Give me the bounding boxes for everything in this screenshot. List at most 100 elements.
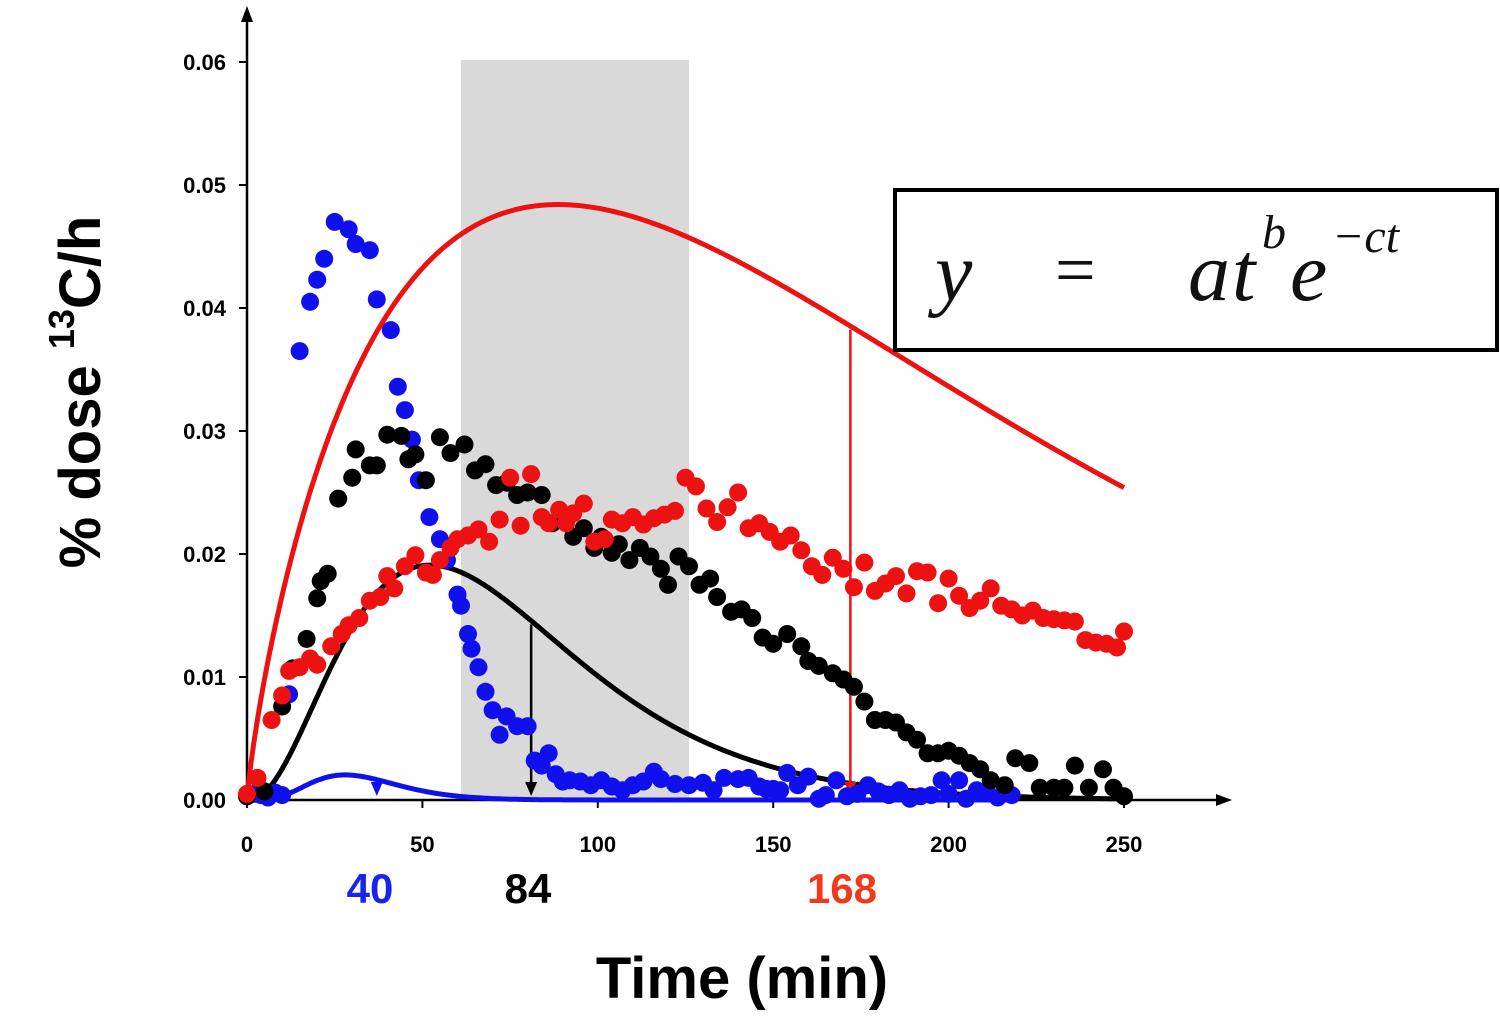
black-data-point	[855, 692, 874, 711]
red-data-point	[718, 498, 737, 517]
red-data-point	[887, 567, 905, 586]
red-data-point	[262, 711, 281, 729]
blue-data-point	[476, 682, 495, 701]
blue-data-point	[680, 776, 698, 795]
y-axis-title: % dose 13C/h	[41, 216, 113, 569]
x-tick-label: 200	[930, 832, 967, 857]
red-data-point	[480, 532, 499, 551]
red-data-point	[918, 563, 937, 582]
black-data-point	[995, 776, 1014, 795]
y-axis-arrowhead	[241, 6, 253, 22]
x-tick-label: 250	[1106, 832, 1143, 857]
red-data-point	[1108, 638, 1126, 657]
blue-data-point	[462, 639, 481, 658]
red-data-point	[574, 494, 593, 513]
blue-data-point	[301, 292, 320, 311]
blue-data-point	[469, 658, 488, 677]
black-data-point	[574, 519, 593, 538]
blue-data-point	[315, 249, 334, 268]
red-data-point	[539, 514, 558, 533]
black-data-point	[809, 656, 828, 675]
blue-data-point	[518, 717, 537, 736]
blue-data-point	[778, 763, 797, 782]
black-data-point	[1065, 756, 1084, 775]
red-data-point	[385, 579, 404, 598]
red-data-point	[939, 569, 958, 588]
red-data-point	[350, 609, 369, 627]
red-data-point	[813, 565, 832, 584]
red-data-point	[430, 551, 449, 570]
blue-data-point	[651, 770, 670, 789]
black-data-point	[455, 435, 474, 454]
equation-e: e	[1290, 226, 1327, 319]
x-axis-arrowhead	[1216, 794, 1232, 806]
blue-data-point	[715, 768, 734, 787]
black-data-point	[441, 444, 460, 463]
black-data-point	[764, 634, 783, 653]
y-tick-label: 0.06	[183, 50, 226, 75]
red-data-point	[929, 594, 948, 613]
equation-equals: =	[1055, 230, 1096, 310]
red-data-point	[697, 499, 716, 518]
blue-data-point	[273, 786, 292, 805]
black-data-point	[1006, 749, 1025, 768]
black-data-point	[1020, 754, 1039, 773]
black-data-point	[1079, 778, 1098, 797]
red-data-point	[490, 510, 509, 529]
y-tick-label: 0.00	[183, 788, 226, 813]
red-data-point	[371, 588, 390, 606]
red-data-point	[501, 468, 520, 487]
black-data-point	[708, 588, 727, 606]
red-data-point	[781, 526, 800, 545]
y-tick-label: 0.05	[183, 173, 226, 198]
blue-data-point	[360, 241, 379, 260]
red-data-point	[595, 530, 614, 549]
black-data-point	[844, 677, 863, 696]
red-data-point	[950, 586, 969, 605]
equation-box: y = a t b e −ct	[893, 188, 1499, 352]
black-data-point	[392, 426, 411, 445]
black-data-point	[255, 782, 274, 801]
black-data-point	[908, 730, 926, 749]
equation-t: t	[1232, 226, 1258, 319]
blue-data-point	[704, 781, 723, 800]
red-data-point	[322, 637, 341, 656]
black-data-point	[476, 455, 495, 474]
equation-exponent: −ct	[1332, 210, 1401, 263]
red-data-point	[423, 565, 442, 584]
shaded-region	[460, 60, 690, 800]
equation-border	[893, 188, 1499, 352]
red-data-point	[550, 500, 569, 519]
y-axis-title-superscript: 13	[41, 309, 82, 349]
blue-data-point	[827, 771, 846, 790]
x-ticks: 0 50 100 150 200 250	[241, 800, 1142, 857]
x-tick-label: 50	[410, 832, 434, 857]
red-data-point	[855, 553, 874, 572]
y-axis-title-suffix: C/h	[48, 216, 113, 309]
blue-data-point	[459, 625, 477, 643]
red-data-point	[273, 686, 292, 705]
black-data-point	[532, 486, 551, 504]
black-data-point	[659, 575, 677, 594]
black-data-point	[329, 489, 348, 508]
black-data-point	[406, 445, 425, 464]
y-ticks: 0.00 0.01 0.02 0.03 0.04 0.05 0.06	[183, 50, 247, 813]
blue-data-point	[381, 321, 400, 340]
black-data-point	[346, 440, 365, 459]
blue-data-point	[771, 781, 790, 800]
red-data-point	[729, 483, 748, 502]
red-data-point	[238, 784, 256, 803]
red-data-point	[844, 578, 863, 597]
red-data-point	[308, 655, 327, 674]
y-tick-label: 0.01	[183, 665, 226, 690]
black-marker-arrowhead	[525, 782, 538, 796]
blue-data-point	[388, 377, 407, 396]
blue-data-point	[395, 401, 414, 420]
red-data-point	[666, 501, 684, 520]
red-fit-curve	[244, 202, 1126, 801]
marker-labels: 40 84 168	[347, 865, 877, 912]
red-data-point	[248, 768, 267, 787]
equation-b: b	[1262, 206, 1286, 259]
x-tick-label: 0	[241, 832, 253, 857]
